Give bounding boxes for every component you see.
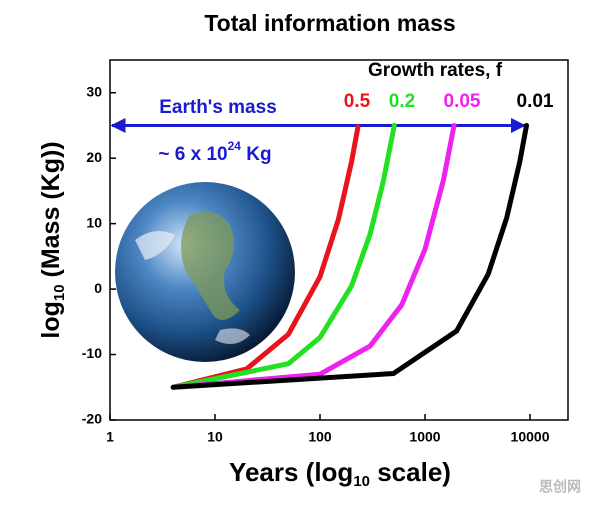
label-part: scale) <box>370 457 451 487</box>
chart-title: Total information mass <box>204 10 455 36</box>
y-tick-label: 20 <box>86 149 102 165</box>
series-line <box>170 122 397 390</box>
legend-label: 0.01 <box>517 91 554 112</box>
label-part: Years (log <box>229 457 353 487</box>
x-axis-label: Years (log10 scale) <box>229 457 451 490</box>
y-tick-label: 0 <box>94 280 102 296</box>
label-part: log <box>37 301 65 339</box>
x-tick-label: 10 <box>207 429 223 445</box>
series-line <box>170 122 530 390</box>
annotation-part: ~ 6 x 10 <box>158 144 227 165</box>
y-tick-label: -10 <box>82 345 102 361</box>
y-axis-label: log10 (Mass (Kg)) <box>37 141 68 338</box>
legend-label: 0.05 <box>444 91 481 112</box>
annotation-sup: 24 <box>228 139 242 153</box>
y-tick-label: 30 <box>86 83 102 99</box>
plot-frame <box>109 59 569 421</box>
x-tick-label: 1 <box>106 429 114 445</box>
series-line <box>170 124 361 390</box>
label-part: (Mass (Kg)) <box>37 141 65 284</box>
annotation: Earth's mass <box>159 97 277 118</box>
label-sub: 10 <box>353 473 370 490</box>
annotation: ~ 6 x 1024 Kg <box>158 139 271 165</box>
x-tick-label: 100 <box>308 429 332 445</box>
earth-image <box>115 182 295 362</box>
watermark: 思创网 <box>539 479 581 495</box>
label-sub: 10 <box>51 284 68 301</box>
y-tick-label: -20 <box>82 411 102 427</box>
y-tick-label: 10 <box>86 214 102 230</box>
x-tick-label: 10000 <box>511 429 550 445</box>
series-line <box>170 122 457 390</box>
annotation-part: Kg <box>241 144 272 165</box>
legend-label: 0.5 <box>344 91 371 112</box>
legend-title: Growth rates, f <box>368 60 503 81</box>
legend-label: 0.2 <box>389 91 415 112</box>
x-tick-label: 1000 <box>409 429 440 445</box>
